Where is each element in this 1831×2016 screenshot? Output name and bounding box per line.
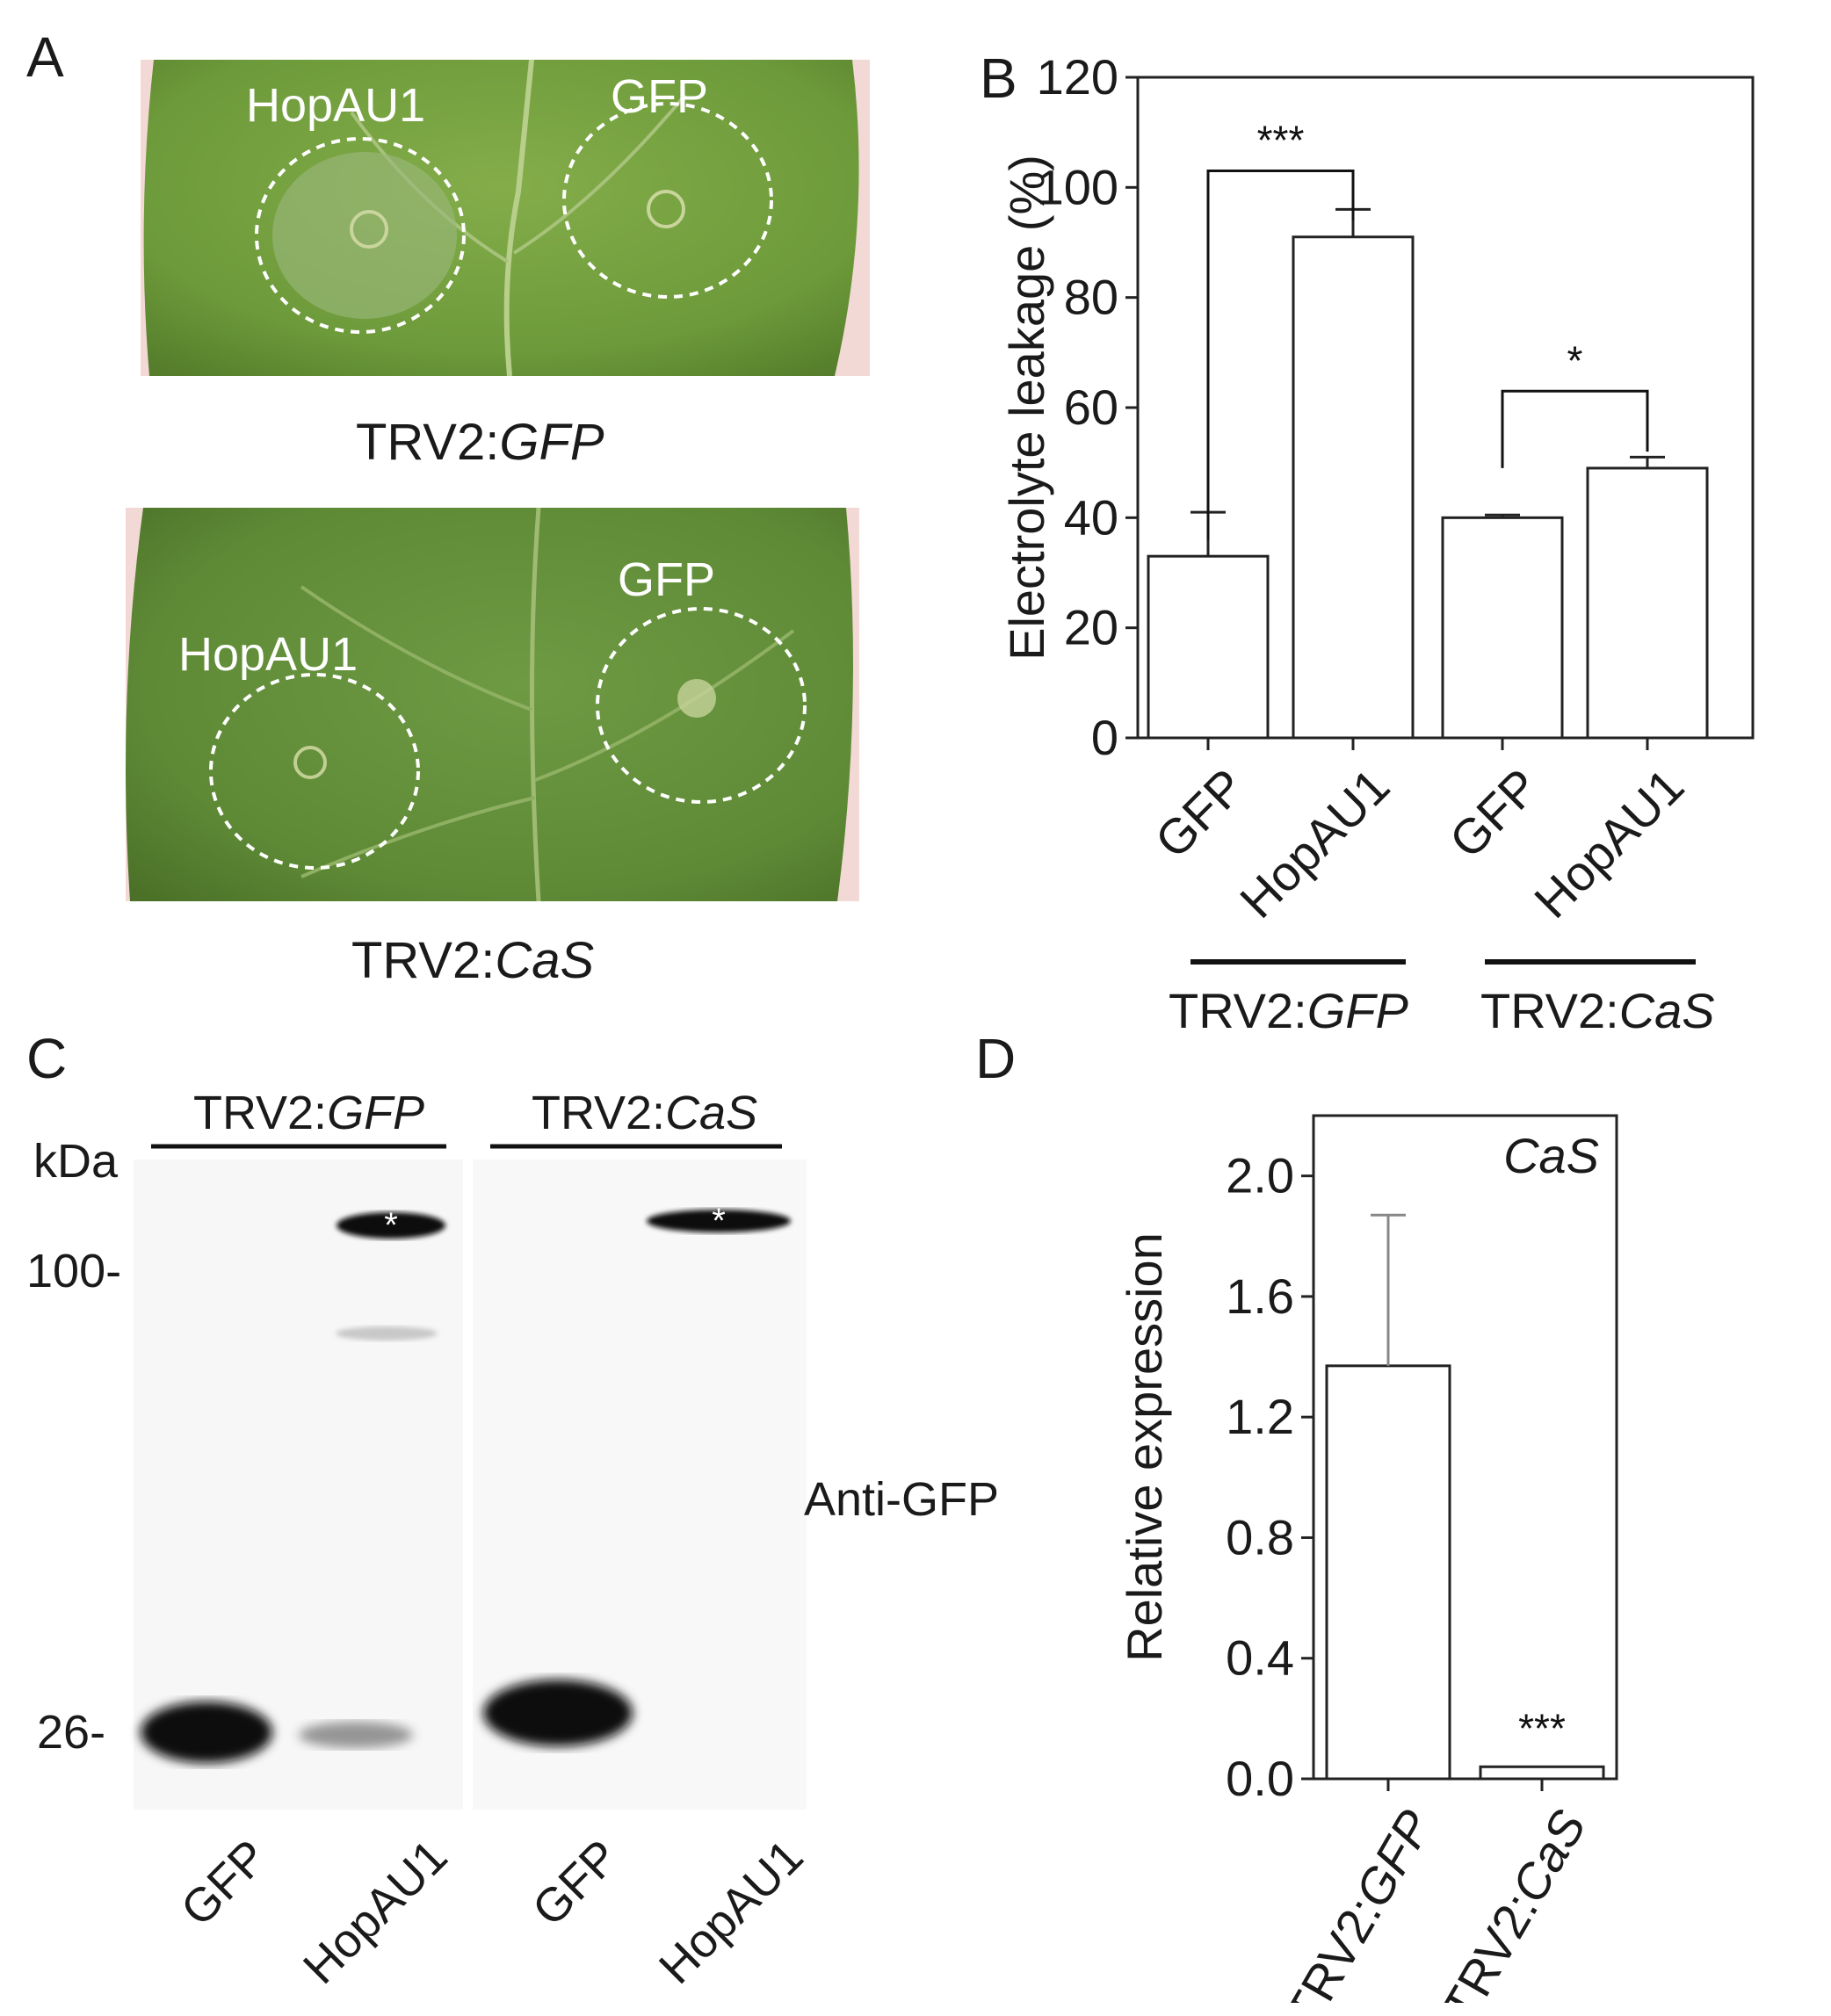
panel-b-letter: B — [980, 47, 1017, 110]
chart-b-bar — [1441, 516, 1564, 740]
chart-d-significance: *** — [1518, 1705, 1566, 1751]
panel-a-letter: A — [26, 25, 64, 89]
chart-d-frame — [1312, 1114, 1618, 1781]
chart-b-category-label: GFP — [1438, 758, 1549, 869]
chart-b-ytick-label: 20 — [1064, 600, 1118, 655]
leaf-bottom-label-gfp: GFP — [618, 553, 715, 606]
chart-b-category-label: HopAU1 — [1523, 758, 1694, 929]
panel-d-letter: D — [975, 1027, 1017, 1090]
western-blot-svg: TRV2:GFP TRV2:CaS kDa 100- 26- * * Anti-… — [26, 1087, 999, 1994]
chart-d-annotation: CaS — [1503, 1128, 1599, 1183]
western-blot: TRV2:GFP TRV2:CaS kDa 100- 26- * * Anti-… — [0, 1072, 1054, 2012]
chart-b-bar — [1586, 466, 1709, 740]
chart-b-electrolyte-leakage: 0 20 40 60 80 100 120 Electrolyte leakage (%) GF… — [999, 53, 1755, 1038]
blot-star-right: * — [712, 1202, 726, 1240]
caption-trv2-cas: TRV2:CaS — [351, 931, 594, 990]
blot-antibody-label: Anti-GFP — [804, 1473, 999, 1526]
chart-d-category-label: TRV2:CaS — [1431, 1801, 1596, 2003]
leaf-photo-trv2-cas: HopAU1 GFP — [126, 507, 859, 902]
chart-d-ytick-label: 2.0 — [1226, 1148, 1294, 1203]
blot-group-right: TRV2:CaS — [532, 1087, 757, 1139]
band-hopau1-right — [647, 1210, 791, 1232]
chart-b-bar — [1147, 554, 1270, 740]
chart-d-bar — [1479, 1765, 1605, 1781]
chart-b-ytick-label: 60 — [1064, 379, 1118, 435]
chart-d-ylabel: Relative expression — [1117, 1232, 1172, 1662]
chart-b-ytick-label: 120 — [1037, 53, 1118, 105]
band-gfp-left — [141, 1702, 272, 1763]
caption-italic: CaS — [495, 932, 595, 989]
panel-c-letter: C — [26, 1027, 68, 1090]
chart-d-relative-expression: 0.0 0.4 0.8 1.2 1.6 2.0 Relative expression CaS… — [1117, 1114, 1618, 2003]
chart-d-ytick-label: 1.6 — [1226, 1268, 1294, 1324]
blot-marker-26: 26- — [37, 1706, 105, 1759]
chart-b-ylabel: Electrolyte leakage (%) — [999, 155, 1054, 661]
chart-d-category-label: TRV2:GFP — [1275, 1801, 1443, 2003]
chart-d-ytick-label: 1.2 — [1226, 1389, 1294, 1444]
blot-lane-3: GFP — [523, 1830, 629, 1936]
blot-kda-label: kDa — [33, 1135, 119, 1188]
chart-b-ytick-label: 40 — [1064, 489, 1118, 545]
chart-b-group-label: TRV2:CaS — [1480, 983, 1715, 1038]
chart-b-bar — [1292, 235, 1415, 740]
blot-lane-2: HopAU1 — [293, 1830, 458, 1994]
chart-b-ytick-label: 0 — [1091, 710, 1118, 765]
caption-prefix: TRV2: — [356, 414, 500, 471]
blot-marker-100: 100- — [26, 1245, 121, 1297]
leaf-photo-trv2-gfp: HopAU1 GFP — [141, 59, 870, 377]
leaf-photo-top-svg: HopAU1 GFP — [141, 59, 870, 377]
leaf-bottom-label-hopau1: HopAU1 — [178, 628, 358, 681]
chart-b-category-label: GFP — [1144, 758, 1255, 869]
leaf-top-label-gfp: GFP — [611, 70, 708, 123]
chart-b-category-label: HopAU1 — [1229, 758, 1400, 929]
blot-group-left: TRV2:GFP — [193, 1087, 424, 1139]
leaf-photo-bottom-svg: HopAU1 GFP — [126, 507, 859, 902]
chart-b-ytick-label: 100 — [1037, 159, 1118, 214]
band-hopau1-low-left — [299, 1722, 413, 1748]
chart-d-ytick-label: 0.8 — [1226, 1509, 1294, 1564]
chart-b-bracket-1 — [1206, 170, 1355, 540]
band-hopau1-left — [337, 1212, 445, 1239]
band-faint-left — [336, 1326, 438, 1340]
chart-d-bar — [1325, 1364, 1451, 1781]
chart-b-group-label: TRV2:GFP — [1169, 983, 1408, 1038]
chart-b-ytick-label: 80 — [1064, 270, 1118, 325]
leaf-top-label-hopau1: HopAU1 — [246, 79, 425, 132]
blot-star-left: * — [384, 1206, 398, 1245]
chart-b-significance-1: *** — [1257, 118, 1305, 163]
chart-d-ytick-label: 0.4 — [1226, 1630, 1294, 1686]
caption-italic: GFP — [499, 414, 604, 471]
blot-lane-1: GFP — [171, 1830, 278, 1936]
blot-lane-4: HopAU1 — [649, 1830, 814, 1994]
caption-prefix: TRV2: — [351, 932, 496, 989]
caption-trv2-gfp: TRV2:GFP — [356, 413, 604, 472]
band-gfp-right — [483, 1680, 633, 1746]
chart-b-significance-2: * — [1567, 337, 1583, 383]
chart-b-bracket-2 — [1501, 389, 1649, 468]
chart-d-ytick-label: 0.0 — [1226, 1751, 1294, 1806]
